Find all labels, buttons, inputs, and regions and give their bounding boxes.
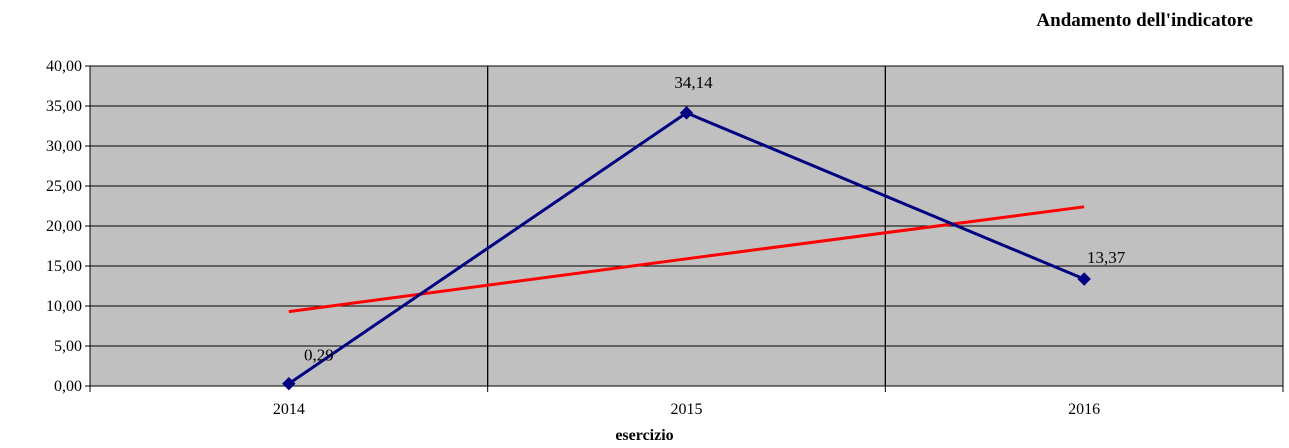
y-tick-label: 40,00	[46, 58, 82, 75]
x-tick-label: 2016	[1068, 401, 1100, 418]
data-label: 34,14	[674, 73, 713, 92]
chart-title: Andamento dell'indicatore	[1036, 10, 1253, 31]
data-label: 13,37	[1087, 248, 1126, 267]
y-tick-label: 5,00	[54, 338, 82, 355]
gridlines	[90, 65, 1283, 386]
y-tick-label: 20,00	[46, 218, 82, 235]
y-tick-label: 35,00	[46, 98, 82, 115]
x-tick-label: 2014	[273, 401, 305, 418]
y-tick-label: 25,00	[46, 178, 82, 195]
x-axis-title: esercizio	[615, 427, 674, 444]
y-tick-label: 30,00	[46, 138, 82, 155]
data-point-marker	[1077, 272, 1091, 286]
y-tick-label: 0,00	[54, 378, 82, 395]
data-point-marker	[282, 376, 296, 391]
y-tick-label: 15,00	[46, 258, 82, 275]
series-layer	[282, 106, 1091, 391]
x-tick-label: 2015	[671, 401, 703, 418]
data-labels: 0,29 34,14 13,37	[304, 73, 1126, 365]
y-tick-label: 10,00	[46, 298, 82, 315]
tick-labels: 0,00 5,00 10,00 15,00 20,00 25,00 30,00 35,00 40…	[46, 58, 1100, 418]
data-point-marker	[679, 106, 694, 120]
data-label: 0,29	[304, 346, 334, 365]
